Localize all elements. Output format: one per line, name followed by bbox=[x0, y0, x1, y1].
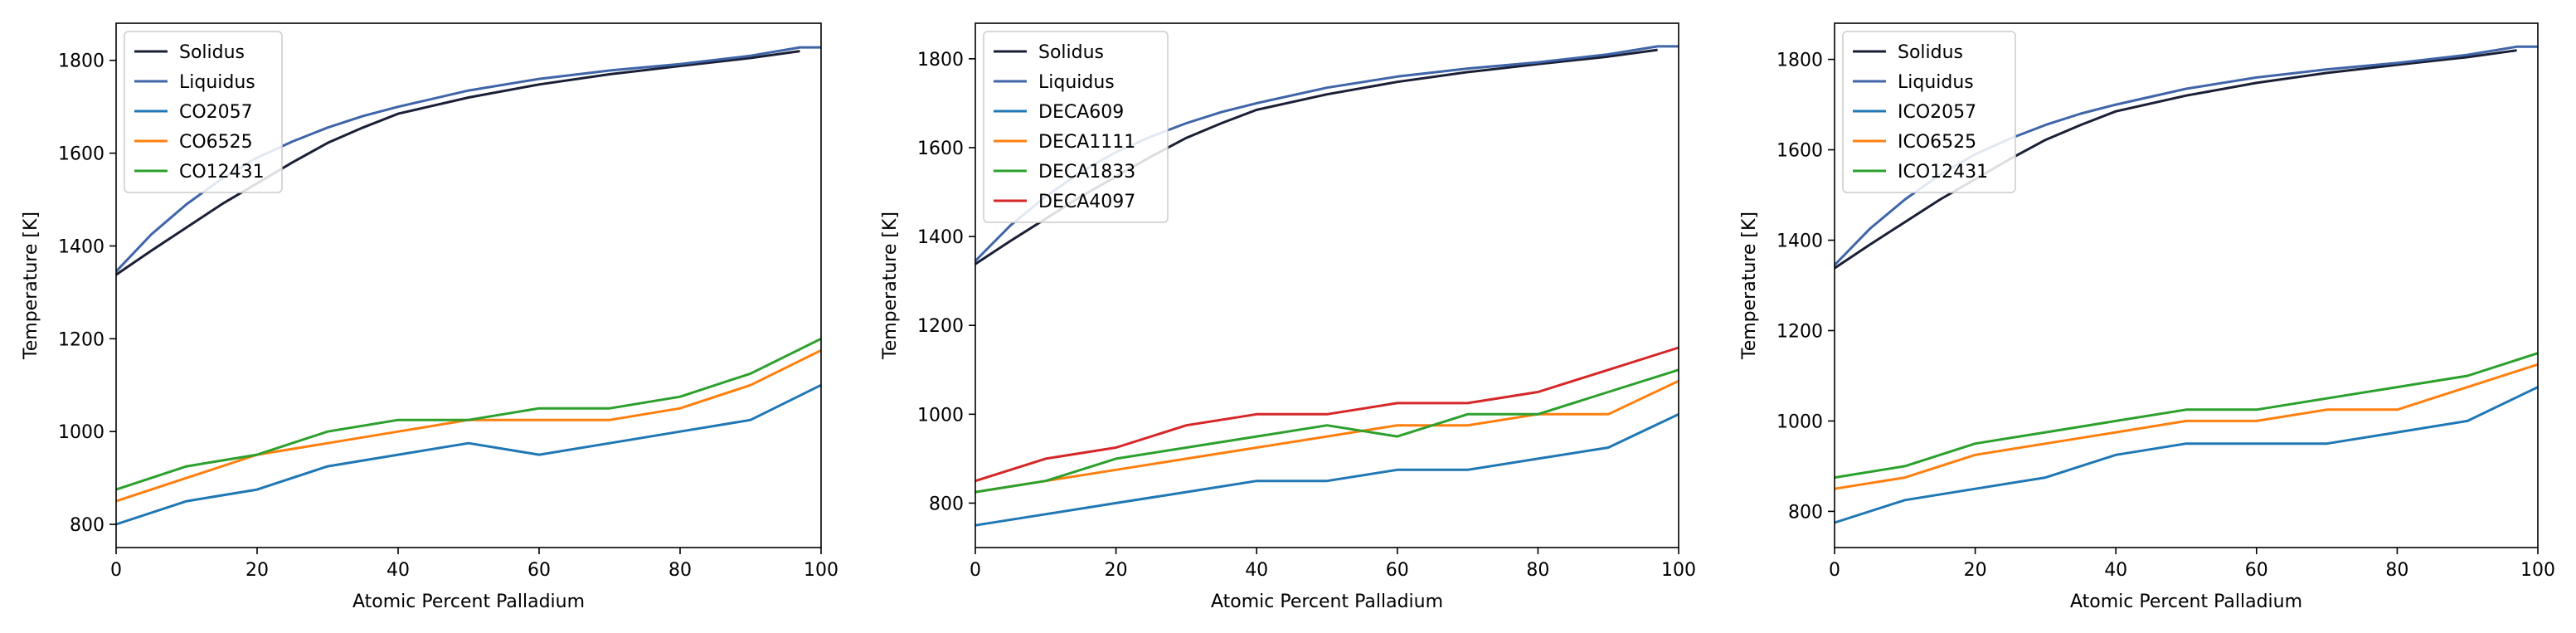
x-tick-label: 40 bbox=[1245, 560, 1268, 581]
chart-panel-3: 0 20 40 60 80 100 800 1000 1200 1400 1600 1800 Atomi… bbox=[1739, 22, 2555, 612]
legend-label: Liquidus bbox=[179, 72, 255, 93]
x-tick-label: 80 bbox=[2385, 560, 2408, 581]
x-tick-label: 0 bbox=[970, 560, 981, 581]
legend: Solidus Liquidus DECA609 DECA1111 DECA1833 DE… bbox=[983, 31, 1169, 223]
y-tick-label: 1800 bbox=[917, 50, 964, 71]
y-axis-label: Temperature [K] bbox=[1739, 212, 1760, 360]
y-tick-label: 1600 bbox=[58, 144, 104, 165]
x-tick-label: 60 bbox=[527, 560, 551, 581]
legend-label: DECA1833 bbox=[1038, 162, 1135, 183]
x-tick-label: 0 bbox=[1829, 560, 1840, 581]
x-tick-label: 60 bbox=[2245, 560, 2268, 581]
legend-label: Solidus bbox=[179, 42, 245, 63]
y-tick-label: 800 bbox=[1788, 502, 1823, 523]
legend-label: ICO2057 bbox=[1898, 102, 1976, 123]
legend: Solidus Liquidus ICO2057 ICO6525 ICO12431 bbox=[1842, 31, 2016, 193]
series-line-deca4097 bbox=[975, 346, 1679, 483]
x-tick-label: 60 bbox=[1386, 560, 1409, 581]
y-tick-label: 1400 bbox=[58, 236, 104, 257]
legend-box bbox=[983, 31, 1169, 223]
series-line-deca609 bbox=[975, 412, 1679, 527]
y-tick-label: 1400 bbox=[1776, 231, 1823, 252]
series-line-deca1111 bbox=[975, 379, 1679, 494]
y-axis-label: Temperature [K] bbox=[21, 212, 41, 360]
y-tick-label: 1600 bbox=[1776, 141, 1823, 162]
legend-label: CO2057 bbox=[179, 102, 253, 123]
chart-panel-1: 0 20 40 60 80 100 800 1000 1200 1400 1600 1800 Atomi… bbox=[21, 22, 838, 612]
x-tick-label: 20 bbox=[1964, 560, 1987, 581]
series-line-co2057 bbox=[115, 383, 822, 526]
y-tick-label: 800 bbox=[70, 515, 104, 536]
series-line-ico12431 bbox=[1834, 352, 2539, 480]
x-tick-label: 100 bbox=[2520, 560, 2555, 581]
legend: Solidus Liquidus CO2057 CO6525 CO12431 bbox=[124, 31, 283, 193]
series-line-co12431 bbox=[115, 337, 822, 491]
x-tick-label: 20 bbox=[245, 560, 269, 581]
legend-label: CO12431 bbox=[179, 162, 265, 183]
y-tick-label: 800 bbox=[929, 494, 964, 514]
x-axis-label: Atomic Percent Palladium bbox=[352, 592, 585, 612]
y-tick-label: 1000 bbox=[917, 405, 964, 426]
plot-frame bbox=[115, 22, 822, 548]
x-tick-label: 0 bbox=[110, 560, 122, 581]
x-axis-label: Atomic Percent Palladium bbox=[2070, 592, 2302, 612]
legend-label: Liquidus bbox=[1898, 72, 1974, 93]
y-tick-label: 1600 bbox=[917, 139, 964, 159]
y-tick-label: 1200 bbox=[917, 316, 964, 337]
legend-label: CO6525 bbox=[179, 132, 253, 153]
legend-label: ICO6525 bbox=[1898, 132, 1976, 153]
y-tick-label: 1000 bbox=[58, 422, 104, 443]
series-line-deca1833 bbox=[975, 368, 1679, 494]
legend-label: Solidus bbox=[1038, 42, 1104, 63]
x-tick-label: 80 bbox=[668, 560, 692, 581]
legend-box bbox=[124, 31, 283, 193]
legend-box bbox=[1842, 31, 2016, 193]
plot-frame bbox=[975, 22, 1679, 548]
series-line-solidus bbox=[115, 50, 800, 276]
y-tick-label: 1800 bbox=[1776, 51, 1823, 71]
plot-frame bbox=[1834, 22, 2539, 548]
chart-panel-2: 0 20 40 60 80 100 800 1000 1200 1400 1600 1800 Atomi… bbox=[880, 22, 1696, 612]
x-tick-label: 40 bbox=[386, 560, 410, 581]
x-tick-label: 80 bbox=[1526, 560, 1549, 581]
x-axis-label: Atomic Percent Palladium bbox=[1211, 592, 1443, 612]
y-tick-label: 1000 bbox=[1776, 411, 1823, 432]
x-tick-label: 100 bbox=[804, 560, 838, 581]
legend-label: DECA1111 bbox=[1038, 132, 1135, 153]
series-line-ico6525 bbox=[1834, 363, 2539, 490]
legend-label: Solidus bbox=[1898, 42, 1963, 63]
y-tick-label: 1400 bbox=[917, 227, 964, 248]
y-axis-label: Temperature [K] bbox=[880, 212, 901, 360]
series-line-solidus bbox=[1834, 49, 2517, 270]
legend-label: DECA4097 bbox=[1038, 192, 1135, 212]
x-tick-label: 20 bbox=[1105, 560, 1128, 581]
x-tick-label: 100 bbox=[1661, 560, 1696, 581]
legend-label: DECA609 bbox=[1038, 102, 1124, 123]
legend-label: ICO12431 bbox=[1898, 162, 1988, 183]
legend-label: Liquidus bbox=[1038, 72, 1115, 93]
y-tick-label: 1800 bbox=[58, 51, 104, 72]
x-tick-label: 40 bbox=[2104, 560, 2127, 581]
y-tick-label: 1200 bbox=[1776, 321, 1823, 342]
y-tick-label: 1200 bbox=[58, 329, 104, 350]
series-line-ico2057 bbox=[1834, 386, 2539, 524]
